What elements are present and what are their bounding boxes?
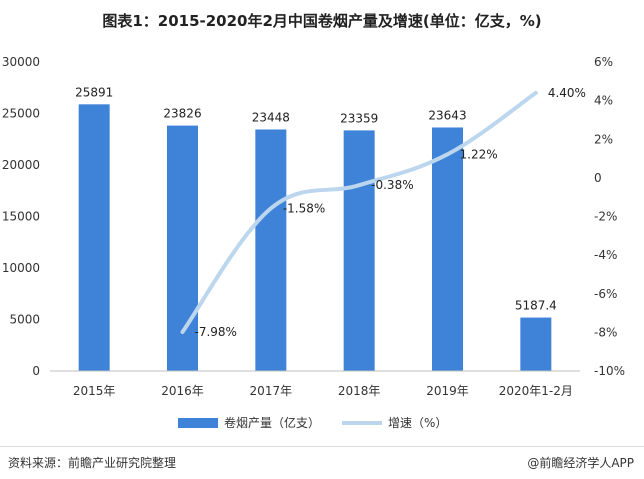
- right-tick-label: -10%: [594, 364, 625, 378]
- bar-series: [78, 104, 552, 372]
- left-tick-label: 30000: [2, 55, 40, 69]
- right-axis: -10% -8% -6% -4% -2% 0 2% 4% 6%: [594, 55, 625, 378]
- x-axis: 2015年 2016年 2017年 2018年 2019年 2020年1-2月: [50, 370, 580, 398]
- growth-value-label: -1.58%: [283, 201, 325, 215]
- left-tick-label: 10000: [2, 261, 40, 275]
- bar: [78, 104, 110, 372]
- growth-value-label: -0.38%: [371, 178, 413, 192]
- bar-value-label: 23826: [163, 107, 201, 121]
- line-series: [180, 90, 538, 334]
- legend-line-label: 增速（%）: [388, 416, 447, 430]
- x-tick-label: 2019年: [426, 384, 469, 398]
- bar-value-label: 23643: [428, 108, 466, 122]
- chart-title: 图表1：2015-2020年2月中国卷烟产量及增速(单位：亿支，%): [102, 12, 542, 30]
- right-tick-label: 6%: [594, 55, 613, 69]
- x-tick-label: 2015年: [73, 384, 116, 398]
- growth-value-label: 4.40%: [548, 86, 586, 100]
- right-tick-label: -8%: [594, 325, 617, 339]
- right-tick-label: -6%: [594, 287, 617, 301]
- left-tick-label: 0: [32, 364, 40, 378]
- left-axis: 0 5000 10000 15000 20000 25000 30000: [2, 55, 40, 378]
- source-note: 资料来源：前瞻产业研究院整理: [8, 456, 177, 470]
- x-tick-label: 2020年1-2月: [499, 384, 573, 398]
- legend: 卷烟产量（亿支） 增速（%）: [178, 415, 447, 430]
- legend-bar-label: 卷烟产量（亿支）: [224, 415, 320, 430]
- x-tick-label: 2018年: [338, 384, 381, 398]
- data-labels: 25891 23826 23448 23359 23643 5187.4 -7.98% -1.…: [75, 85, 586, 339]
- bar-value-label: 5187.4: [515, 299, 557, 313]
- bar-value-label: 23448: [252, 110, 290, 124]
- growth-value-label: 1.22%: [460, 147, 498, 161]
- growth-line: [180, 90, 538, 334]
- x-tick-label: 2016年: [161, 384, 204, 398]
- bar-value-label: 25891: [75, 85, 113, 99]
- right-tick-label: 2%: [594, 132, 613, 146]
- left-tick-label: 20000: [2, 158, 40, 172]
- right-tick-label: 4%: [594, 94, 613, 108]
- bar: [343, 130, 375, 371]
- bar: [432, 127, 463, 371]
- combo-chart: 0 5000 10000 15000 20000 25000 30000 -10% -8% -6…: [2, 55, 625, 430]
- legend-bar-swatch: [178, 418, 218, 428]
- growth-value-label: -7.98%: [195, 325, 237, 339]
- right-tick-label: -4%: [594, 248, 617, 262]
- brand-credit: @前瞻经济学人APP: [527, 456, 634, 470]
- right-tick-label: -2%: [594, 210, 617, 224]
- bar-value-label: 23359: [340, 111, 378, 125]
- x-tick-label: 2017年: [250, 384, 293, 398]
- bar: [520, 317, 552, 371]
- right-tick-label: 0: [594, 171, 602, 185]
- bar: [255, 129, 287, 371]
- left-tick-label: 5000: [9, 313, 40, 327]
- left-tick-label: 25000: [2, 107, 40, 121]
- left-tick-label: 15000: [2, 210, 40, 224]
- bar: [167, 125, 198, 372]
- footer-divider: [0, 446, 644, 447]
